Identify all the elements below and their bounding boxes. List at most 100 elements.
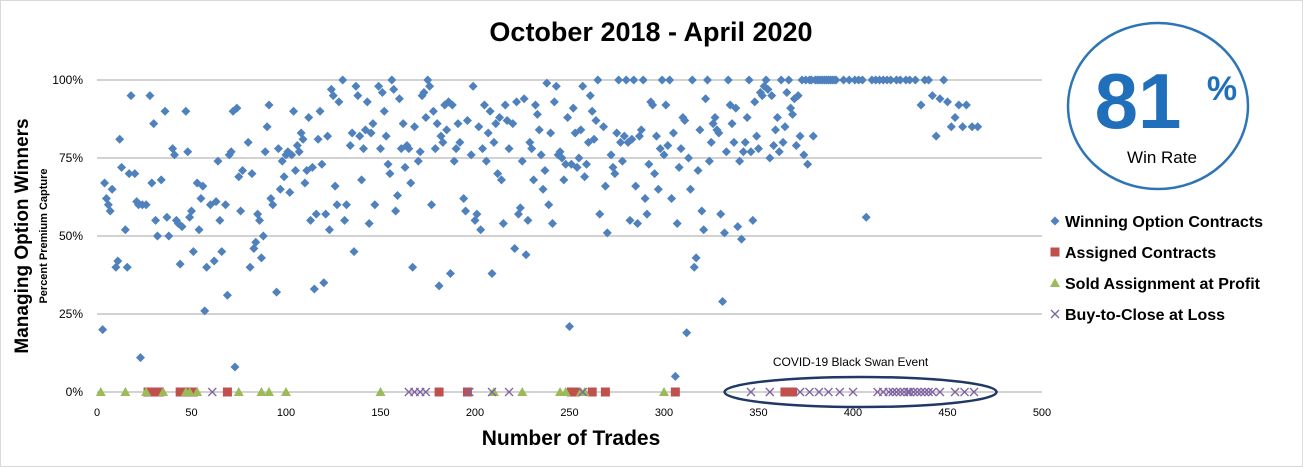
data-point	[616, 137, 626, 147]
data-point	[487, 268, 497, 278]
data-point	[738, 147, 748, 157]
data-point	[442, 125, 452, 135]
data-point	[519, 94, 529, 104]
data-point	[542, 78, 552, 88]
data-point	[162, 212, 172, 222]
data-point	[924, 75, 934, 85]
data-point	[258, 231, 268, 241]
data-point	[230, 362, 240, 372]
data-point	[931, 131, 941, 141]
data-point	[943, 97, 952, 107]
data-point	[689, 262, 699, 272]
data-point	[321, 209, 331, 219]
data-point	[355, 131, 365, 141]
data-point	[954, 100, 964, 110]
data-point	[222, 387, 232, 397]
data-point	[234, 172, 244, 182]
data-point	[888, 387, 898, 397]
data-point	[546, 128, 556, 138]
data-point	[474, 122, 484, 132]
win-rate-label: Win Rate	[1127, 148, 1197, 167]
data-point	[595, 209, 605, 219]
data-point	[387, 75, 397, 85]
data-point	[427, 200, 437, 210]
data-point	[950, 387, 960, 397]
data-point	[100, 178, 110, 188]
data-point	[273, 144, 283, 154]
x-tick-label: 500	[1033, 407, 1051, 419]
data-point	[508, 119, 518, 129]
data-point	[648, 100, 658, 110]
data-point	[716, 209, 726, 219]
data-point	[222, 290, 232, 300]
data-point	[780, 122, 790, 132]
data-point	[472, 209, 482, 219]
data-point	[740, 137, 750, 147]
x-tick-label: 150	[371, 407, 389, 419]
data-point	[710, 112, 720, 122]
data-point	[275, 184, 285, 194]
data-point	[345, 141, 355, 151]
data-point	[149, 119, 159, 129]
data-point	[746, 387, 756, 397]
data-point	[795, 131, 805, 141]
data-point	[187, 206, 196, 216]
data-point	[653, 184, 663, 194]
data-point	[294, 147, 304, 157]
data-point	[364, 219, 374, 229]
data-point	[309, 284, 319, 294]
data-point	[226, 147, 236, 157]
data-point	[585, 91, 595, 101]
data-point	[701, 94, 711, 104]
data-point	[213, 156, 223, 166]
y-tick-label: 75%	[59, 151, 83, 165]
data-point	[702, 75, 712, 85]
data-point	[657, 75, 667, 85]
data-point	[236, 206, 246, 216]
data-point	[338, 75, 348, 85]
data-point	[791, 141, 801, 151]
data-point	[421, 112, 431, 122]
data-point	[765, 153, 775, 163]
data-point	[415, 147, 425, 157]
data-point	[430, 144, 440, 154]
data-point	[727, 119, 737, 129]
data-point	[517, 156, 527, 166]
data-point	[733, 222, 743, 232]
data-point	[521, 250, 531, 260]
data-point	[691, 253, 701, 263]
data-point	[659, 150, 669, 160]
data-point	[565, 321, 574, 331]
legend-label: Buy-to-Close at Loss	[1065, 307, 1225, 324]
win-rate-unit: %	[1207, 70, 1237, 108]
data-point	[892, 387, 901, 397]
y-axis-title: Managing Option Winners	[12, 118, 33, 353]
data-point	[668, 128, 678, 138]
data-point	[438, 137, 448, 147]
data-point	[848, 387, 858, 397]
data-point	[489, 137, 499, 147]
data-point	[192, 387, 203, 396]
y-axis-subtitle: Percent Premium Capture	[38, 168, 50, 303]
data-point	[814, 387, 824, 397]
data-point	[251, 237, 261, 247]
data-point	[184, 387, 195, 396]
data-point	[776, 75, 786, 85]
data-point	[619, 131, 629, 141]
data-point	[534, 125, 544, 135]
data-point	[920, 387, 930, 397]
data-point	[453, 119, 463, 129]
data-point	[631, 181, 641, 191]
data-point	[113, 256, 123, 266]
data-point	[969, 387, 979, 397]
data-point	[735, 156, 745, 166]
data-point	[729, 137, 739, 147]
data-point	[245, 262, 255, 272]
data-point	[672, 219, 682, 229]
data-point	[105, 206, 115, 216]
data-point	[723, 75, 733, 85]
data-point	[464, 387, 474, 397]
data-point	[347, 128, 357, 138]
win-rate-ring	[1066, 21, 1250, 191]
